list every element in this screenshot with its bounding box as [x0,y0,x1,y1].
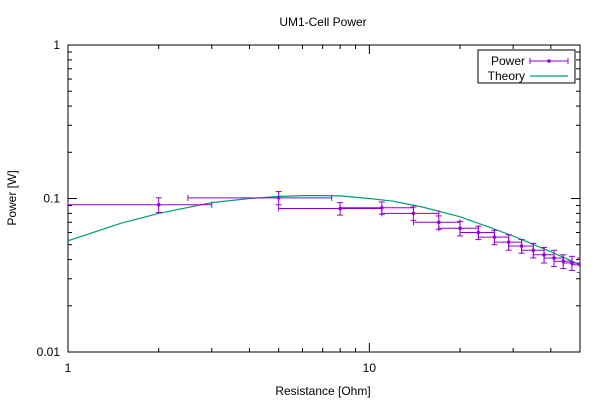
power-point [68,197,213,214]
legend-box [477,49,576,84]
power-point [381,206,440,221]
power-point [438,220,479,237]
power-point [278,202,383,216]
data-point [411,211,416,216]
y-tick-label: 0.01 [37,345,61,359]
data-point [458,226,462,231]
power-point [412,215,461,230]
data-point [276,196,281,200]
power-point [339,201,414,215]
power-point [187,191,333,206]
x-tick-label: 1 [65,361,72,375]
legend-swatch-point [547,59,551,63]
y-tick-label: 0.1 [43,192,60,206]
power-point [459,225,495,241]
y-axis-label: Power [W] [5,170,19,225]
y-tick-label: 1 [53,38,60,52]
data-point [506,240,511,244]
data-point [578,262,580,267]
x-axis-label: Resistance [Ohm] [275,384,370,398]
data-point [519,244,524,248]
plot-border [67,44,581,353]
data-point [437,220,441,225]
data-point [492,235,497,239]
plot-frame [67,44,581,353]
data-point [531,248,536,253]
chart-title: UM1-Cell Power [279,15,366,29]
theory-line [68,195,580,266]
power-point [571,257,580,273]
x-tick-label: 10 [363,361,377,375]
data-point [476,230,481,235]
legend-label: Theory [488,69,525,83]
data-point [156,202,161,207]
theory-series [68,195,580,266]
data-point [542,252,546,257]
power-series [68,191,580,273]
axes: 1 10 0.01 0.1 1 [37,38,581,375]
legend-label: Power [491,54,525,68]
data-point [380,205,384,210]
data-point [552,256,556,260]
